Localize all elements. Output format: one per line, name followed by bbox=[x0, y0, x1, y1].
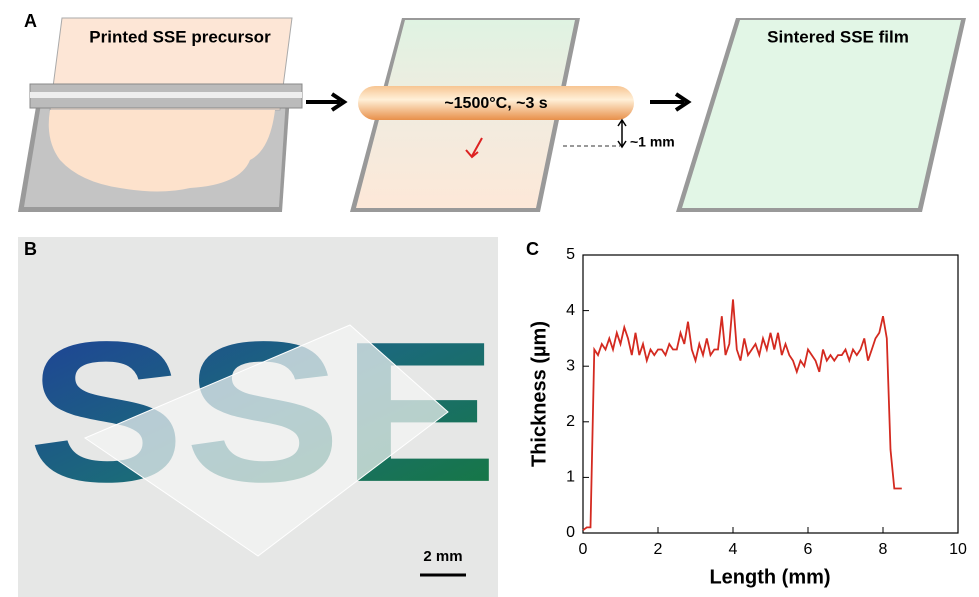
blade bbox=[30, 92, 302, 98]
panel-label: C bbox=[526, 239, 539, 259]
y-tick-label: 2 bbox=[566, 413, 575, 430]
y-tick-label: 5 bbox=[566, 246, 575, 263]
x-tick-label: 0 bbox=[579, 541, 588, 558]
x-tick-label: 10 bbox=[949, 541, 967, 558]
y-axis-label: Thickness (µm) bbox=[528, 321, 550, 467]
heater bbox=[358, 86, 634, 120]
gap-arrow bbox=[617, 118, 627, 149]
step-label: Sintered SSE film bbox=[767, 27, 909, 46]
x-tick-label: 4 bbox=[729, 541, 738, 558]
plot-frame bbox=[582, 254, 959, 534]
panel-label: B bbox=[24, 239, 37, 259]
scale-bar-label: 2 mm bbox=[423, 548, 462, 565]
y-tick-label: 1 bbox=[566, 469, 575, 486]
y-tick-label: 3 bbox=[566, 357, 575, 374]
precursor-blob bbox=[48, 110, 275, 192]
arrow bbox=[650, 92, 692, 112]
y-tick-label: 0 bbox=[566, 524, 575, 541]
step-label: ~1500°C, ~3 s bbox=[444, 95, 547, 112]
data-line bbox=[582, 299, 902, 531]
direction-arrow bbox=[465, 137, 483, 159]
x-axis-label: Length (mm) bbox=[709, 566, 830, 588]
panel-label: A bbox=[24, 11, 37, 31]
gap-label: ~1 mm bbox=[630, 134, 675, 150]
x-tick-label: 8 bbox=[879, 541, 888, 558]
arrow bbox=[306, 92, 348, 112]
film bbox=[682, 20, 961, 208]
step-label: Printed SSE precursor bbox=[89, 27, 271, 46]
chart: C Length (mm) Thickness (µm) 0 2 4 6 8 10 0 1 2 3… bbox=[526, 239, 967, 589]
x-tick-label: 6 bbox=[804, 541, 813, 558]
x-tick-label: 2 bbox=[654, 541, 663, 558]
sse-film bbox=[83, 324, 449, 557]
y-tick-label: 4 bbox=[566, 302, 575, 319]
